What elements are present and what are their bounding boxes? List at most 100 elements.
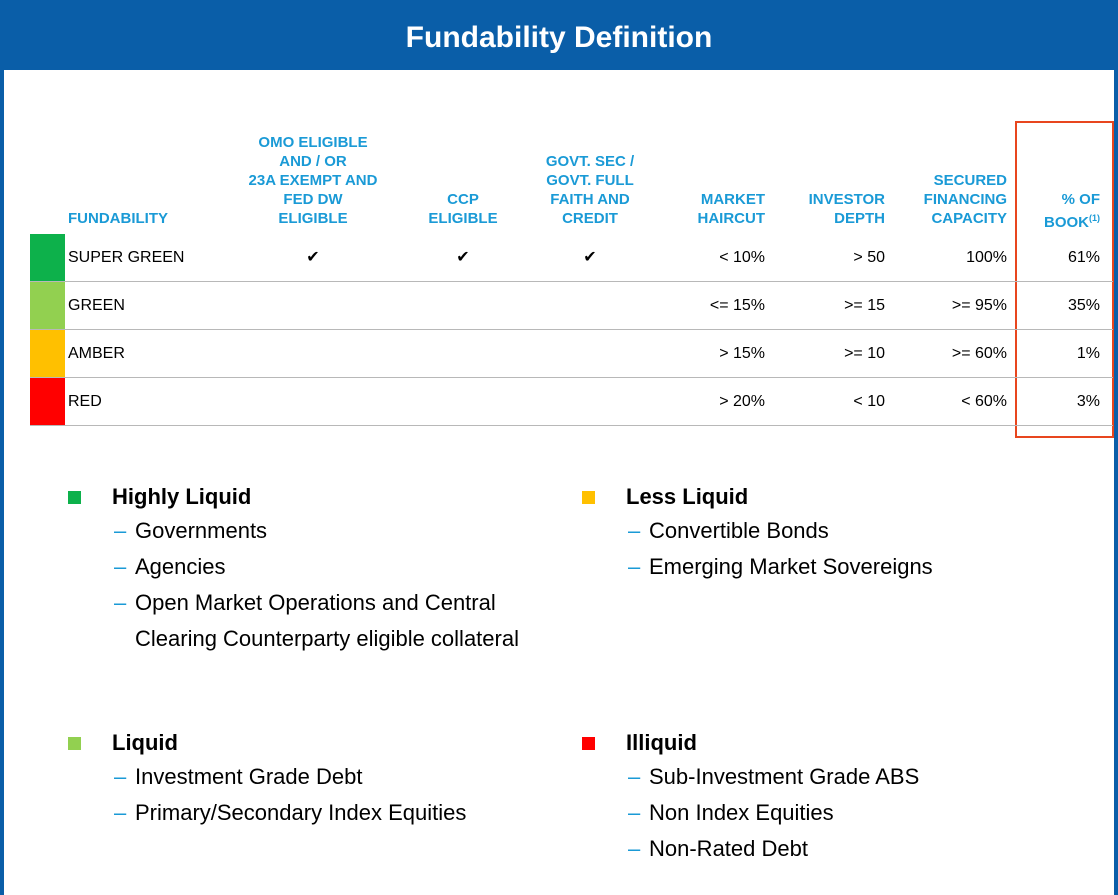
table-cell: >= 15 <box>844 297 885 314</box>
row-divider <box>30 281 1113 282</box>
column-header-text: CCP <box>447 191 479 208</box>
column-header-text: INVESTOR <box>808 191 885 208</box>
column-header: FED DW <box>218 190 408 209</box>
group-item: Governments <box>135 518 268 543</box>
bullet-dash: – <box>114 800 127 825</box>
group-item: Primary/Secondary Index Equities <box>135 800 467 825</box>
group-swatch <box>582 737 595 750</box>
table-cell: 61% <box>1067 249 1100 266</box>
column-header: MARKET <box>575 190 765 209</box>
table-cell: AMBER <box>68 345 125 362</box>
table-cell: 100% <box>966 249 1007 266</box>
status-swatch <box>30 234 65 282</box>
status-swatch <box>30 330 65 378</box>
column-header-text: OMO ELIGIBLE <box>258 134 368 151</box>
table-cell: ✔ <box>456 249 470 266</box>
group-title: Highly Liquid <box>112 484 252 509</box>
highlight-box <box>1015 121 1114 438</box>
table-cell: < 10% <box>719 249 765 266</box>
table-cell: > 50 <box>853 249 885 266</box>
bullet-dash: – <box>114 764 127 789</box>
table-cell: <= 15% <box>709 297 765 314</box>
column-header: 23A EXEMPT AND <box>218 171 408 190</box>
bullet-dash: – <box>628 836 641 861</box>
column-header: INVESTOR <box>695 190 885 209</box>
title: Fundability Definition <box>405 21 713 54</box>
table-cell: GREEN <box>68 297 125 314</box>
table-cell: > 15% <box>719 345 765 362</box>
bullet-dash: – <box>628 764 641 789</box>
table-cell: < 10 <box>853 393 885 410</box>
column-header-text: % OF <box>1061 191 1100 208</box>
column-header-text: DEPTH <box>834 210 885 227</box>
column-header: CAPACITY <box>817 209 1007 228</box>
column-header-text: FAITH AND <box>550 191 630 208</box>
bullet-dash: – <box>628 800 641 825</box>
column-header-text: HAIRCUT <box>697 210 766 227</box>
group-item: Agencies <box>135 554 226 579</box>
column-header-text: AND / OR <box>279 153 347 170</box>
column-header-text: ELIGIBLE <box>428 210 498 227</box>
table-cell: >= 10 <box>844 345 885 362</box>
column-header-text: BOOK <box>1044 214 1089 231</box>
status-swatch <box>30 282 65 330</box>
group-item: Non-Rated Debt <box>649 836 808 861</box>
title-bar <box>0 0 1118 70</box>
table-cell: RED <box>68 393 102 410</box>
status-swatch <box>30 378 65 426</box>
table-cell: ✔ <box>306 249 320 266</box>
group-item: Emerging Market Sovereigns <box>649 554 933 579</box>
group-title: Liquid <box>112 730 178 755</box>
column-header: BOOK(1) <box>910 209 1100 232</box>
column-header-text: FINANCING <box>923 191 1007 208</box>
table-cell: ✔ <box>583 249 597 266</box>
column-header: AND / OR <box>218 152 408 171</box>
row-divider <box>30 425 1113 426</box>
table-cell: 35% <box>1067 297 1100 314</box>
column-header-text: CAPACITY <box>931 210 1007 227</box>
group-title: Less Liquid <box>626 484 749 509</box>
bullet-dash: – <box>114 554 127 579</box>
column-header: GOVT. FULL <box>495 171 685 190</box>
footnote-mark: (1) <box>1089 213 1100 223</box>
column-header: % OF <box>910 190 1100 209</box>
column-header-text: 23A EXEMPT AND <box>248 172 378 189</box>
table-cell: 3% <box>1076 393 1100 410</box>
group-item: Sub-Investment Grade ABS <box>649 764 920 789</box>
column-header: OMO ELIGIBLE <box>218 133 408 152</box>
bullet-dash: – <box>114 518 127 543</box>
group-swatch <box>68 491 81 504</box>
table-cell: 1% <box>1076 345 1100 362</box>
column-header-text: ELIGIBLE <box>278 210 348 227</box>
column-header-text: GOVT. FULL <box>546 172 634 189</box>
column-header-text: MARKET <box>700 191 765 208</box>
column-header: DEPTH <box>695 209 885 228</box>
column-header: FINANCING <box>817 190 1007 209</box>
row-divider <box>30 329 1113 330</box>
column-header-text: GOVT. SEC / <box>545 153 635 170</box>
column-header: FAITH AND <box>495 190 685 209</box>
column-header: CREDIT <box>495 209 685 228</box>
table-cell: > 20% <box>719 393 765 410</box>
column-header-text: FED DW <box>283 191 343 208</box>
column-header-text: FUNDABILITY <box>68 210 168 227</box>
group-item: Convertible Bonds <box>649 518 829 543</box>
column-header: SECURED <box>817 171 1007 190</box>
column-header: ELIGIBLE <box>218 209 408 228</box>
table-cell: < 60% <box>961 393 1007 410</box>
table-cell: >= 60% <box>951 345 1007 362</box>
row-divider <box>30 377 1113 378</box>
table-cell: >= 95% <box>951 297 1007 314</box>
column-header: GOVT. SEC / <box>495 152 685 171</box>
group-swatch <box>68 737 81 750</box>
group-item: Investment Grade Debt <box>135 764 363 789</box>
bullet-dash: – <box>628 554 641 579</box>
column-header-text: SECURED <box>933 172 1007 189</box>
group-item: Open Market Operations and Central Clear… <box>135 590 519 651</box>
column-header: ELIGIBLE <box>368 209 558 228</box>
column-header: HAIRCUT <box>575 209 766 228</box>
column-header: CCP <box>368 190 558 209</box>
group-title: Illiquid <box>626 730 697 755</box>
